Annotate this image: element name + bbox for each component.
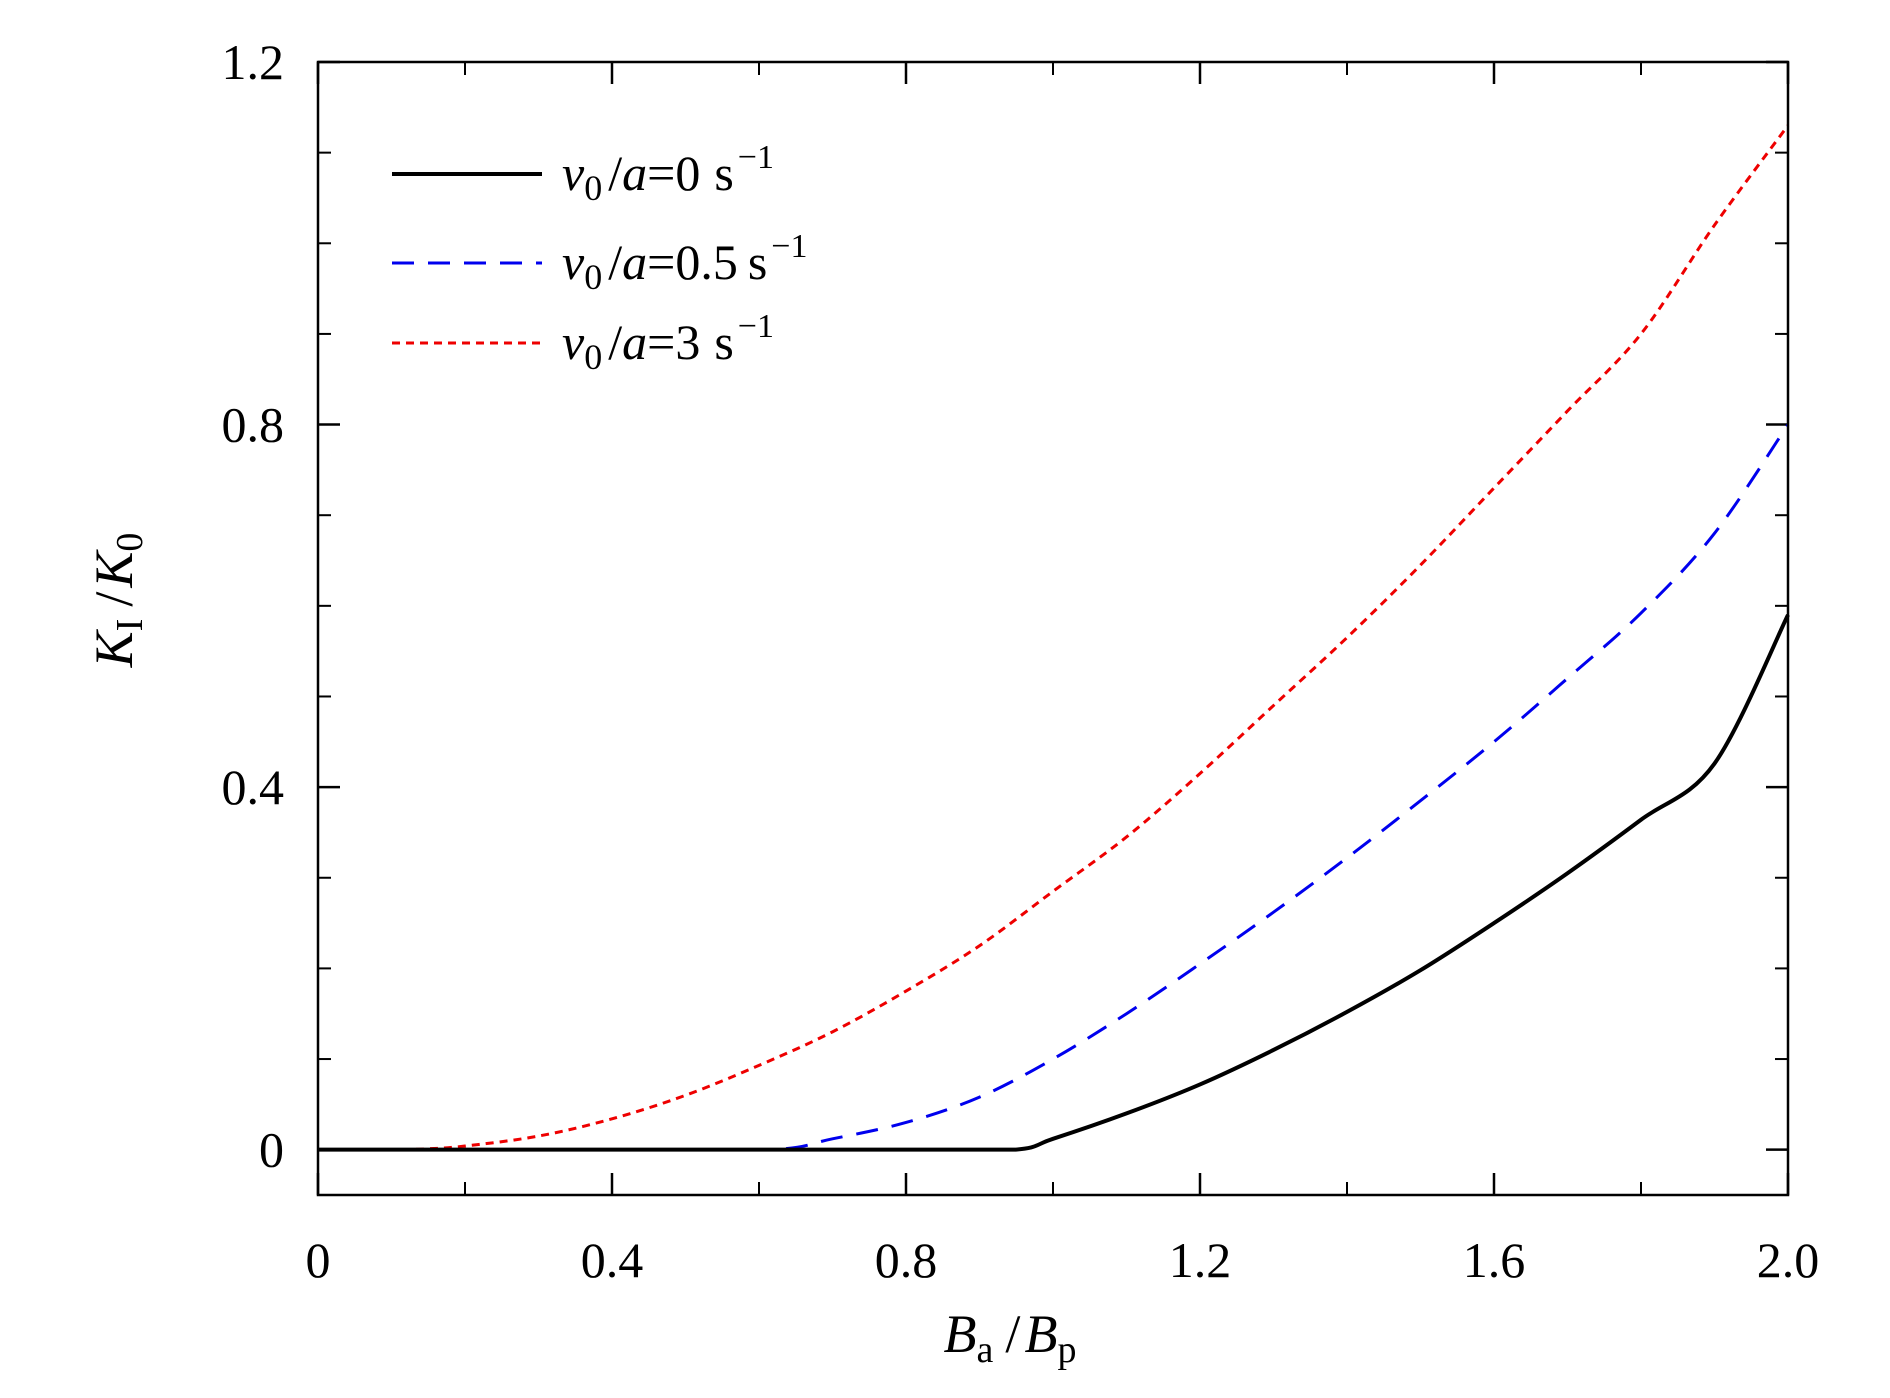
legend-entry-0: v0/a=0 s −1 (392, 139, 774, 208)
y-tick-label: 0 (259, 1122, 284, 1178)
legend-entry-2: v0/a=3 s −1 (392, 308, 774, 377)
tick-labels: 0 0.4 0.8 1.2 1.6 2.0 0 0.4 0.8 1.2 (222, 34, 1820, 1288)
legend: v0/a=0 s −1 v0/a=0.5 s −1 v0/a=3 s −1 (392, 139, 807, 377)
x-tick-label: 0.4 (581, 1232, 644, 1288)
legend-label-1: v0/a=0.5 s −1 (562, 228, 807, 297)
legend-label-2: v0/a=3 s −1 (562, 308, 774, 377)
series-lines (318, 124, 1790, 1152)
y-tick-label: 0.8 (222, 397, 285, 453)
x-tick-label: 0.8 (875, 1232, 938, 1288)
legend-entry-1: v0/a=0.5 s −1 (392, 228, 807, 297)
x-tick-label: 0 (306, 1232, 331, 1288)
y-tick-label: 0.4 (222, 759, 285, 815)
x-tick-label: 1.2 (1169, 1232, 1232, 1288)
series-line-0 (318, 614, 1790, 1152)
ticks (316, 60, 1790, 1195)
series-line-1 (318, 423, 1790, 1152)
x-tick-label: 1.6 (1463, 1232, 1526, 1288)
y-tick-label: 1.2 (222, 34, 285, 90)
y-axis-label: KI/K0 (84, 533, 151, 669)
x-axis-label: Ba/Bp (944, 1304, 1077, 1371)
x-tick-label: 2.0 (1757, 1232, 1820, 1288)
series-line-2 (318, 124, 1790, 1152)
legend-label-0: v0/a=0 s −1 (562, 139, 774, 208)
plot-frame (316, 60, 1790, 1197)
